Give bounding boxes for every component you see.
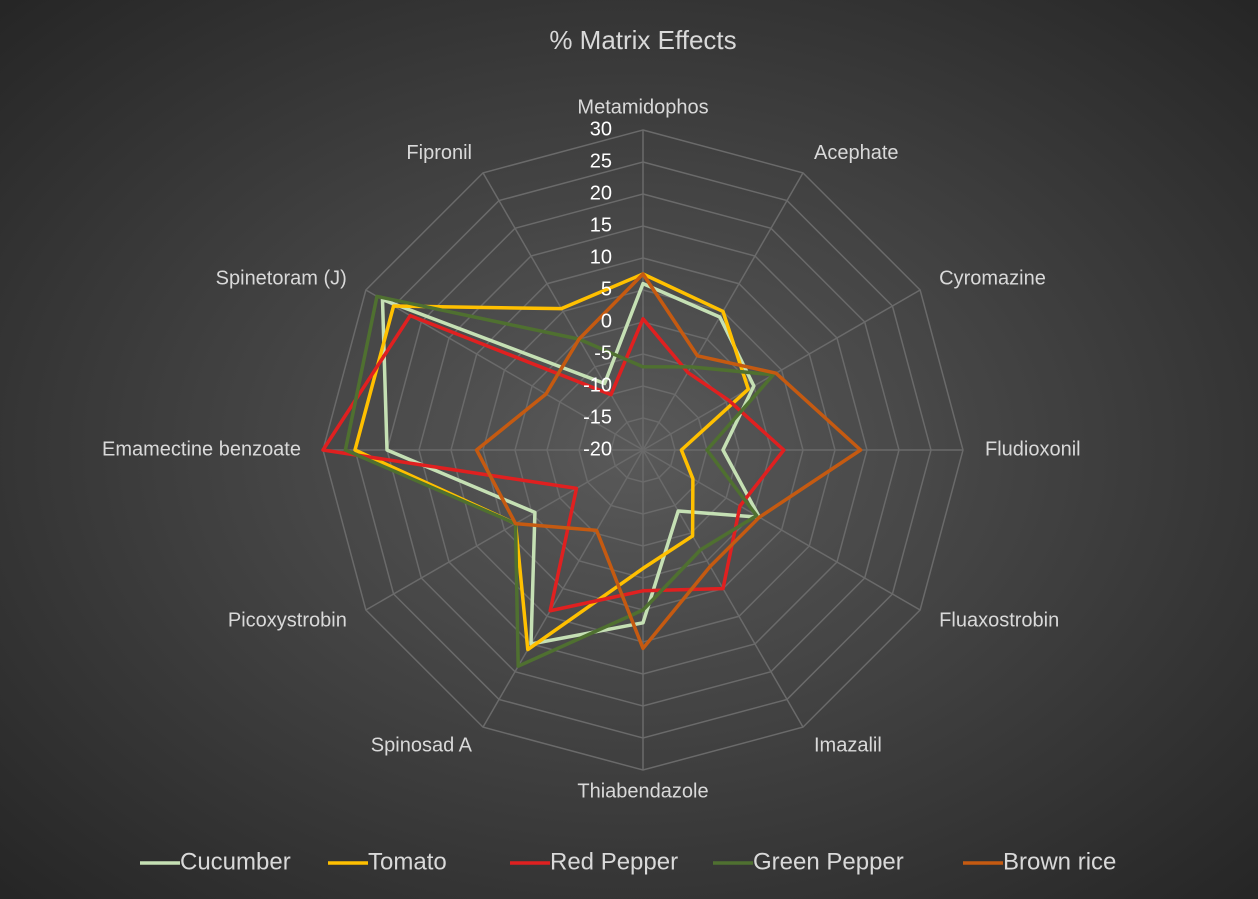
category-label: Spinetoram (J) (216, 267, 347, 289)
category-label: Emamectine benzoate (102, 438, 301, 460)
spoke (482, 449, 644, 728)
y-tick-label: -5 (594, 342, 612, 364)
y-tick-label: 15 (590, 214, 612, 236)
y-tick-label: 0 (601, 310, 612, 332)
category-label: Spinosad A (371, 734, 473, 756)
y-tick-label: 10 (590, 246, 612, 268)
series-line (380, 281, 762, 646)
series-line (353, 272, 751, 652)
spoke (365, 449, 644, 611)
category-label: Fluaxostrobin (939, 609, 1059, 631)
spoke (482, 172, 644, 451)
legend-label: Red Pepper (550, 848, 678, 875)
category-label: Cyromazine (939, 267, 1046, 289)
category-label: Metamidophos (577, 96, 708, 118)
series-line (474, 272, 863, 651)
legend-label: Cucumber (180, 848, 291, 875)
y-tick-label: -10 (583, 374, 612, 396)
category-label: Picoxystrobin (228, 609, 347, 631)
y-tick-label: 20 (590, 182, 612, 204)
category-label: Fludioxonil (985, 438, 1081, 460)
category-label: Acephate (814, 142, 899, 164)
legend-label: Tomato (368, 848, 447, 875)
y-tick-label: -15 (583, 406, 612, 428)
chart-title: % Matrix Effects (549, 25, 736, 55)
legend-label: Brown rice (1003, 848, 1116, 875)
spoke (642, 449, 921, 611)
y-tick-label: 25 (590, 150, 612, 172)
category-label: Imazalil (814, 734, 882, 756)
category-label: Thiabendazole (577, 780, 708, 802)
series-line (321, 313, 786, 613)
series-line (343, 294, 776, 668)
y-tick-label: 5 (601, 278, 612, 300)
y-tick-label: 30 (590, 118, 612, 140)
category-label: Fipronil (406, 142, 472, 164)
y-tick-label: -20 (583, 438, 612, 460)
legend-label: Green Pepper (753, 848, 904, 875)
spoke (642, 289, 921, 451)
